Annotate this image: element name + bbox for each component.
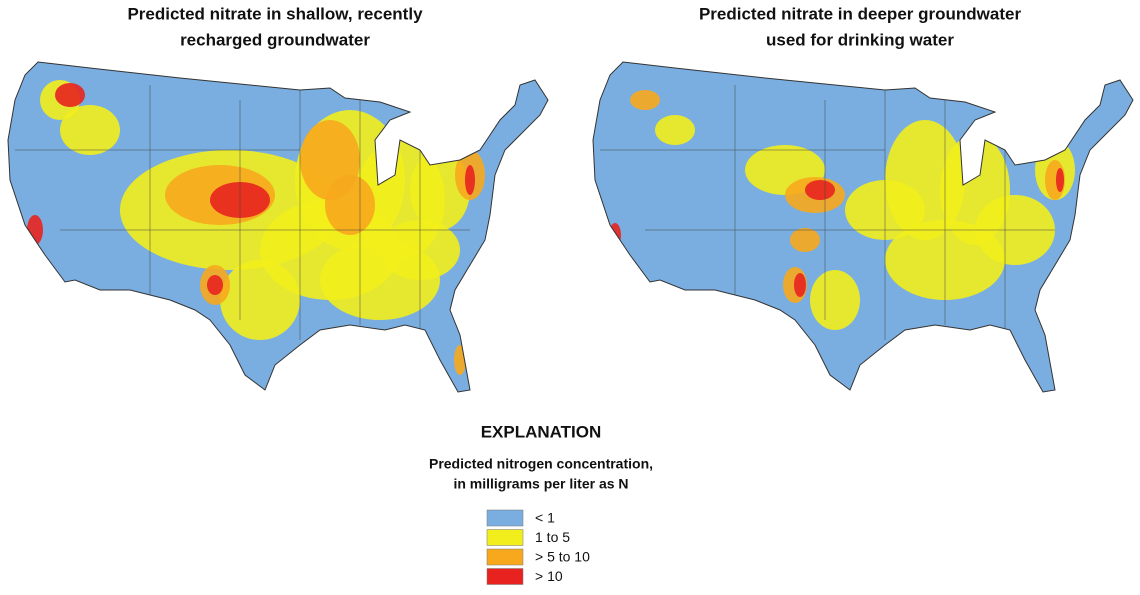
map-fill [8, 62, 548, 392]
legend-subtitle: in milligrams per liter as N [453, 476, 628, 492]
class-area [794, 273, 806, 297]
map-title: Predicted nitrate in deeper groundwater [699, 4, 1022, 23]
legend-label: > 10 [535, 568, 563, 584]
map-body [7, 61, 549, 393]
map-right: Predicted nitrate in deeper groundwater … [592, 4, 1134, 393]
class-area [810, 270, 860, 330]
legend-subtitle: Predicted nitrogen concentration, [429, 456, 653, 472]
legend: EXPLANATION Predicted nitrogen concentra… [429, 422, 653, 585]
class-area [207, 275, 223, 295]
legend-swatch [486, 529, 524, 546]
class-area [655, 115, 695, 145]
class-area [60, 105, 120, 155]
legend-title: EXPLANATION [481, 422, 602, 441]
legend-swatch [486, 509, 524, 527]
class-area [805, 180, 835, 200]
legend-label: 1 to 5 [535, 529, 570, 545]
map-title: recharged groundwater [180, 30, 370, 49]
legend-label: < 1 [535, 510, 555, 526]
map-title: used for drinking water [766, 30, 954, 49]
map-left: Predicted nitrate in shallow, recently r… [7, 4, 549, 393]
class-area [220, 260, 300, 340]
legend-swatch [486, 568, 524, 585]
legend-swatch [486, 548, 524, 566]
class-area [1056, 168, 1064, 192]
class-area [630, 90, 660, 110]
map-title: Predicted nitrate in shallow, recently [127, 4, 423, 23]
class-area [790, 228, 820, 252]
legend-label: > 5 to 10 [535, 549, 590, 565]
class-area [325, 175, 375, 235]
class-area [465, 165, 475, 195]
map-body [592, 61, 1134, 393]
map-fill [593, 62, 1133, 392]
class-area [55, 83, 85, 107]
class-area [410, 150, 470, 230]
